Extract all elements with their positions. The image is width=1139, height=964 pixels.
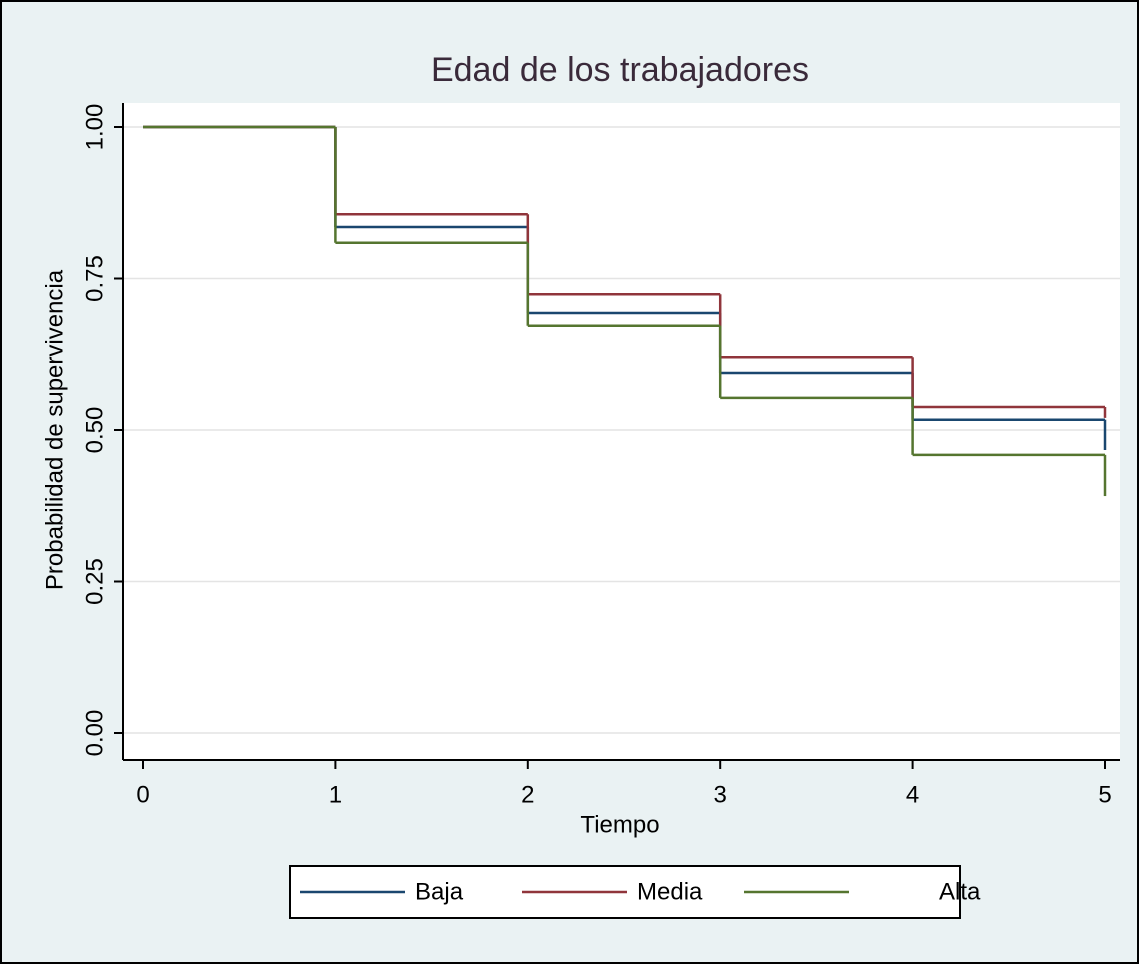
y-tick-label: 0.75 <box>81 255 108 302</box>
x-tick-label: 5 <box>1098 781 1111 808</box>
legend-label: Media <box>637 878 703 905</box>
x-tick-label: 4 <box>906 781 919 808</box>
x-tick-label: 0 <box>136 781 149 808</box>
y-tick-label: 0.50 <box>81 407 108 454</box>
legend-label: Alta <box>939 878 981 905</box>
x-axis-label: Tiempo <box>580 811 659 838</box>
x-tick-label: 1 <box>329 781 342 808</box>
y-tick-label: 1.00 <box>81 104 108 151</box>
x-tick-label: 3 <box>714 781 727 808</box>
y-axis-label: Probabilidad de supervivencia <box>41 269 68 590</box>
y-tick-label: 0.25 <box>81 558 108 605</box>
plot-area <box>123 103 1120 760</box>
x-tick-label: 2 <box>521 781 534 808</box>
legend-label: Baja <box>415 878 464 905</box>
y-tick-label: 0.00 <box>81 710 108 757</box>
chart-title: Edad de los trabajadores <box>431 51 809 89</box>
